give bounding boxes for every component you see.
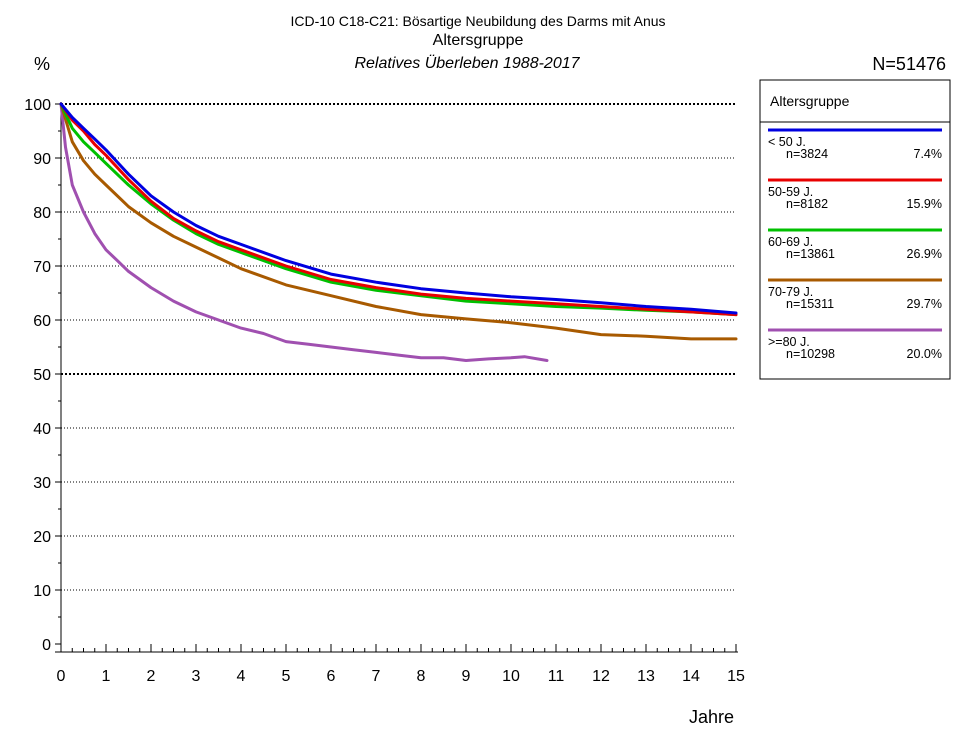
y-tick-label: 0 bbox=[42, 637, 51, 654]
legend-count: n=3824 bbox=[786, 147, 828, 161]
series-line bbox=[59, 102, 738, 317]
y-axis-unit: % bbox=[34, 54, 50, 74]
legend: Altersgruppe < 50 J.n=3824 7.4%50-59 J.n=… bbox=[759, 79, 951, 380]
x-tick-label: 4 bbox=[237, 668, 246, 685]
x-tick-label: 9 bbox=[462, 668, 471, 685]
chart-title: ICD-10 C18-C21: Bösartige Neubildung des… bbox=[290, 13, 665, 29]
y-tick-label: 80 bbox=[33, 205, 51, 222]
series-line bbox=[59, 102, 738, 317]
y-tick-label: 10 bbox=[33, 583, 51, 600]
legend-label: 60-69 J. bbox=[768, 235, 813, 249]
y-tick-label: 30 bbox=[33, 475, 51, 492]
legend-percent: 20.0% bbox=[907, 347, 942, 361]
y-tick-label: 100 bbox=[24, 97, 51, 114]
legend-label: 50-59 J. bbox=[768, 185, 813, 199]
total-count: N=51476 bbox=[872, 54, 946, 74]
legend-percent: 29.7% bbox=[907, 297, 942, 311]
grid-lines bbox=[61, 103, 736, 591]
legend-label: 70-79 J. bbox=[768, 285, 813, 299]
y-tick-label: 50 bbox=[33, 367, 51, 384]
x-tick-label: 8 bbox=[417, 668, 426, 685]
y-tick-label: 90 bbox=[33, 151, 51, 168]
x-tick-label: 12 bbox=[592, 668, 610, 685]
series-lines bbox=[59, 102, 738, 362]
x-tick-label: 3 bbox=[192, 668, 201, 685]
legend-percent: 26.9% bbox=[907, 247, 942, 261]
x-axis-label: Jahre bbox=[689, 707, 734, 727]
x-tick-label: 11 bbox=[548, 668, 565, 685]
x-tick-label: 15 bbox=[727, 668, 745, 685]
x-tick-label: 2 bbox=[147, 668, 156, 685]
x-tick-label: 7 bbox=[372, 668, 381, 685]
legend-label: >=80 J. bbox=[768, 335, 810, 349]
x-tick-label: 14 bbox=[682, 668, 700, 685]
y-tick-label: 60 bbox=[33, 313, 51, 330]
x-tick-label: 10 bbox=[502, 668, 520, 685]
series-line bbox=[59, 102, 738, 315]
legend-label: < 50 J. bbox=[768, 135, 806, 149]
series-line bbox=[59, 102, 549, 362]
chart-subtitle: Altersgruppe bbox=[433, 32, 524, 49]
legend-count: n=13861 bbox=[786, 247, 835, 261]
x-tick-label: 13 bbox=[637, 668, 655, 685]
y-tick-label: 70 bbox=[33, 259, 51, 276]
x-tick-label: 6 bbox=[327, 668, 336, 685]
legend-count: n=8182 bbox=[786, 197, 828, 211]
x-tick-label: 0 bbox=[57, 668, 66, 685]
series-line bbox=[59, 102, 738, 341]
chart-period: Relatives Überleben 1988-2017 bbox=[354, 54, 580, 72]
y-tick-label: 20 bbox=[33, 529, 51, 546]
legend-count: n=15311 bbox=[786, 297, 834, 311]
legend-count: n=10298 bbox=[786, 347, 835, 361]
y-tick-label: 40 bbox=[33, 421, 51, 438]
legend-title: Altersgruppe bbox=[770, 93, 850, 109]
x-tick-label: 1 bbox=[102, 668, 111, 685]
legend-percent: 15.9% bbox=[907, 197, 942, 211]
x-tick-label: 5 bbox=[282, 668, 291, 685]
legend-percent: 7.4% bbox=[914, 147, 943, 161]
